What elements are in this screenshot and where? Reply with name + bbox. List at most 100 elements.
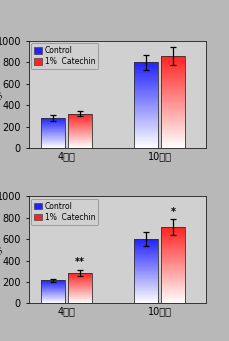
Bar (68, 288, 92, 289)
Bar (161, 145, 185, 146)
Bar (134, 88, 158, 89)
Bar (134, 258, 158, 259)
Bar (161, 86, 185, 87)
Bar (68, 130, 92, 131)
Bar (134, 129, 158, 130)
Bar (68, 285, 92, 286)
Bar (161, 240, 185, 241)
Bar (68, 132, 92, 133)
Bar (161, 84, 185, 85)
Bar (161, 267, 185, 268)
Bar (161, 132, 185, 133)
Bar (134, 292, 158, 293)
Bar (161, 122, 185, 123)
Bar (134, 253, 158, 254)
Bar (161, 138, 185, 139)
Bar (134, 72, 158, 73)
Bar (134, 106, 158, 107)
Bar (161, 94, 185, 95)
Bar (161, 109, 185, 110)
Bar (161, 69, 185, 70)
Bar (134, 136, 158, 137)
Bar (134, 239, 158, 240)
Bar (134, 242, 158, 243)
Bar (134, 121, 158, 122)
Bar (134, 115, 158, 116)
Bar (161, 124, 185, 125)
Bar (41, 280, 65, 303)
Bar (161, 115, 185, 116)
Bar (134, 266, 158, 267)
Bar (68, 145, 92, 146)
Bar (68, 129, 92, 130)
Bar (68, 147, 92, 148)
Bar (68, 143, 92, 144)
Bar (161, 243, 185, 244)
Bar (161, 78, 185, 79)
Bar (161, 63, 185, 64)
Bar (68, 127, 92, 128)
Bar (134, 302, 158, 303)
Bar (134, 263, 158, 264)
Bar (134, 285, 158, 286)
Bar (161, 131, 185, 132)
Bar (134, 128, 158, 129)
Bar (134, 118, 158, 119)
Bar (41, 136, 65, 137)
Bar (68, 134, 92, 135)
Bar (161, 83, 185, 84)
Bar (161, 72, 185, 73)
Bar (134, 290, 158, 291)
Bar (134, 66, 158, 68)
Bar (161, 230, 185, 231)
Bar (134, 295, 158, 296)
Bar (134, 64, 158, 65)
Bar (161, 287, 185, 288)
Bar (161, 271, 185, 272)
Bar (161, 262, 185, 263)
Bar (134, 101, 158, 102)
Bar (134, 257, 158, 258)
Bar (161, 95, 185, 96)
Bar (161, 236, 185, 237)
Bar (134, 130, 158, 131)
Bar (161, 273, 185, 274)
Bar (134, 104, 158, 105)
Bar (161, 73, 185, 74)
Bar (134, 145, 158, 146)
Bar (68, 117, 92, 118)
Bar (134, 247, 158, 248)
Bar (161, 118, 185, 119)
Bar (161, 127, 185, 129)
Bar (161, 257, 185, 258)
Bar (134, 120, 158, 121)
Bar (134, 254, 158, 255)
Bar (161, 66, 185, 68)
Bar (134, 93, 158, 94)
Bar (41, 143, 65, 144)
Bar (161, 254, 185, 255)
Bar (161, 58, 185, 59)
Bar (68, 141, 92, 142)
Bar (161, 96, 185, 98)
Bar (134, 92, 158, 93)
Bar (161, 99, 185, 100)
Bar (161, 234, 185, 235)
Bar (134, 241, 158, 242)
Bar (68, 120, 92, 121)
Bar (134, 296, 158, 297)
Bar (161, 288, 185, 289)
Bar (134, 293, 158, 294)
Bar (134, 147, 158, 148)
Bar (161, 71, 185, 72)
Bar (68, 291, 92, 292)
Bar (134, 262, 158, 263)
Bar (134, 260, 158, 261)
Bar (161, 292, 185, 293)
Bar (134, 74, 158, 75)
Bar (68, 286, 92, 287)
Bar (134, 272, 158, 273)
Bar (161, 105, 185, 107)
Bar (134, 143, 158, 144)
Bar (134, 274, 158, 275)
